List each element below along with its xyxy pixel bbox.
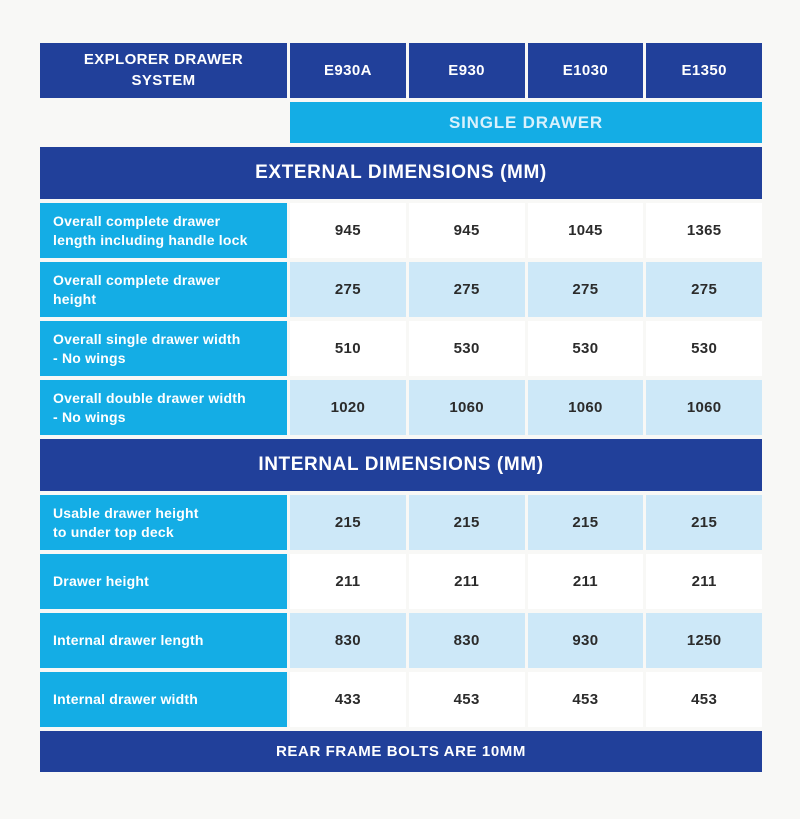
value-cell: 1060 (646, 380, 762, 435)
value-cell: 530 (527, 321, 644, 376)
value-cell: 275 (290, 262, 406, 317)
value-cell: 1060 (408, 380, 525, 435)
table-title: EXPLORER DRAWER SYSTEM (40, 43, 287, 98)
value-cell: 1020 (290, 380, 406, 435)
row-label-usable-height: Usable drawer height to under top deck (40, 495, 287, 550)
row-label-internal-width: Internal drawer width (40, 672, 287, 727)
value-cell: 1365 (646, 203, 762, 258)
column-header-e1350: E1350 (646, 43, 762, 98)
row-label-internal-length: Internal drawer length (40, 613, 287, 668)
row-label-overall-length: Overall complete drawer length including… (40, 203, 287, 258)
empty-cell (40, 102, 287, 143)
value-cell: 211 (290, 554, 406, 609)
value-cell: 211 (408, 554, 525, 609)
section-title-internal: INTERNAL DIMENSIONS (MM) (40, 439, 762, 491)
value-cell: 1250 (646, 613, 762, 668)
column-header-e1030: E1030 (527, 43, 644, 98)
value-cell: 1060 (527, 380, 644, 435)
value-cell: 530 (408, 321, 525, 376)
drawer-spec-table: EXPLORER DRAWER SYSTEM E930A E930 E1030 … (40, 43, 762, 772)
value-cell: 211 (646, 554, 762, 609)
value-cell: 215 (408, 495, 525, 550)
value-cell: 433 (290, 672, 406, 727)
value-cell: 830 (408, 613, 525, 668)
value-cell: 275 (408, 262, 525, 317)
column-header-e930: E930 (408, 43, 525, 98)
value-cell: 945 (408, 203, 525, 258)
footer-note: REAR FRAME BOLTS ARE 10MM (40, 731, 762, 772)
row-label-overall-height: Overall complete drawer height (40, 262, 287, 317)
value-cell: 215 (646, 495, 762, 550)
single-drawer-band: SINGLE DRAWER (290, 102, 762, 143)
value-cell: 215 (527, 495, 644, 550)
value-cell: 275 (646, 262, 762, 317)
value-cell: 453 (408, 672, 525, 727)
section-title-external: EXTERNAL DIMENSIONS (MM) (40, 147, 762, 199)
value-cell: 453 (527, 672, 644, 727)
value-cell: 211 (527, 554, 644, 609)
value-cell: 275 (527, 262, 644, 317)
value-cell: 945 (290, 203, 406, 258)
row-label-double-width: Overall double drawer width - No wings (40, 380, 287, 435)
row-label-single-width: Overall single drawer width - No wings (40, 321, 287, 376)
value-cell: 1045 (527, 203, 644, 258)
row-label-drawer-height: Drawer height (40, 554, 287, 609)
value-cell: 453 (646, 672, 762, 727)
value-cell: 215 (290, 495, 406, 550)
column-header-e930a: E930A (290, 43, 406, 98)
value-cell: 930 (527, 613, 644, 668)
value-cell: 530 (646, 321, 762, 376)
value-cell: 510 (290, 321, 406, 376)
value-cell: 830 (290, 613, 406, 668)
